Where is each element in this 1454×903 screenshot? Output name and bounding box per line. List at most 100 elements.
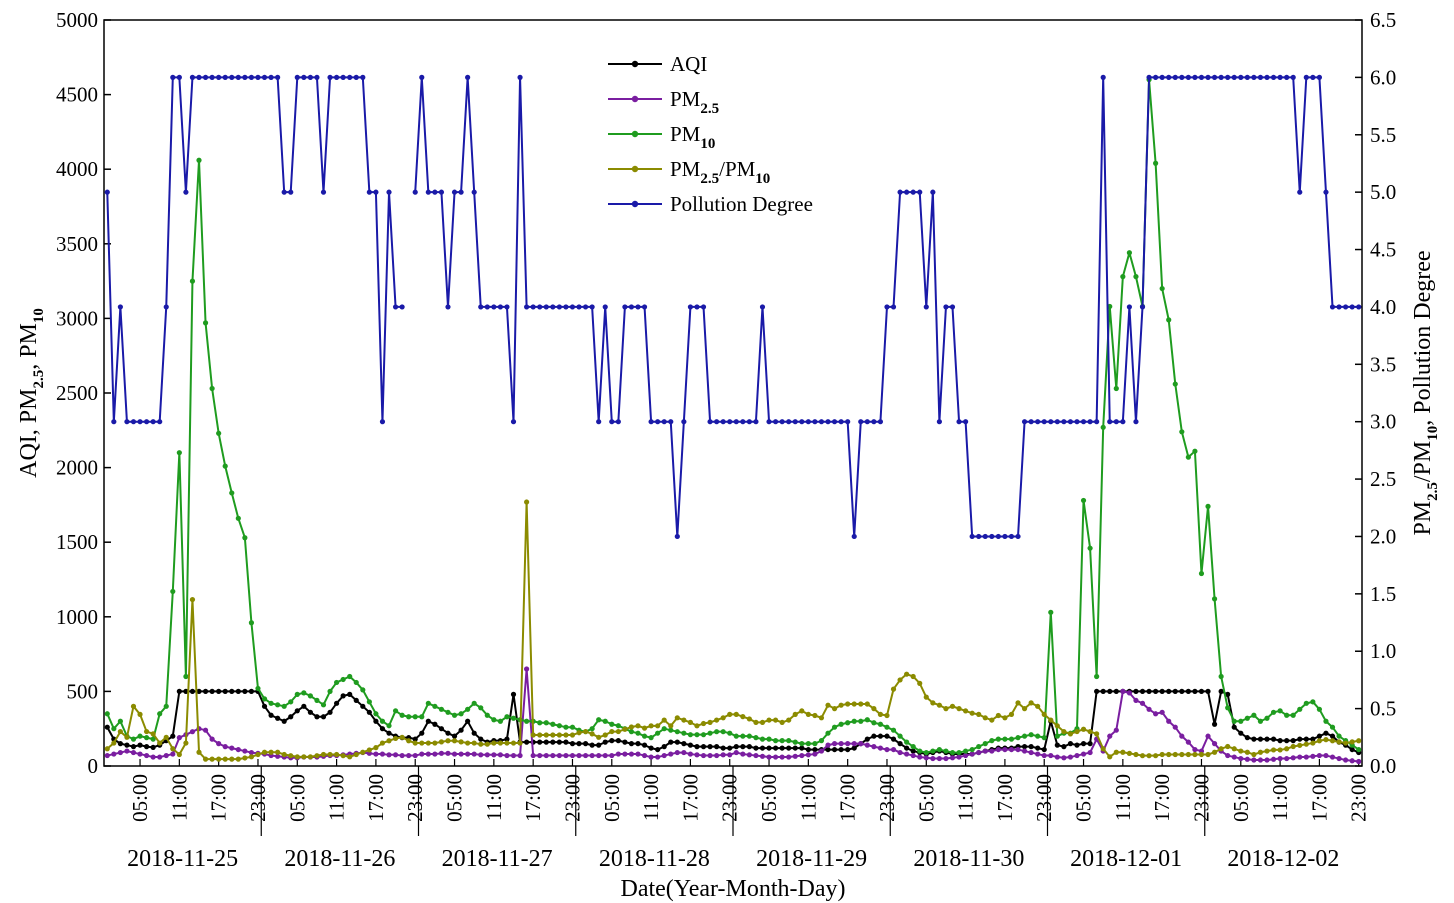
right-tick-label: 3.0 <box>1370 410 1396 434</box>
data-point-ratio <box>189 596 196 603</box>
data-point-aqi <box>150 744 156 750</box>
x-axis-title: Date(Year-Month-Day) <box>620 876 845 902</box>
data-point-pm10 <box>1028 732 1034 738</box>
data-point-degree <box>812 419 818 425</box>
data-point-ratio <box>609 728 615 735</box>
data-point-degree <box>799 419 805 425</box>
data-point-pm10 <box>1120 274 1126 280</box>
data-point-pm25 <box>157 754 163 760</box>
data-point-degree <box>1336 304 1342 310</box>
data-point-ratio <box>1356 738 1362 744</box>
data-point-ratio <box>301 754 307 760</box>
data-point-degree <box>320 189 327 195</box>
data-point-pm10 <box>1284 712 1290 718</box>
data-point-pm10 <box>818 738 825 744</box>
data-point-degree <box>202 74 209 80</box>
data-point-ratio <box>1061 728 1067 735</box>
data-point-pm25 <box>759 753 766 759</box>
data-point-aqi <box>871 733 877 739</box>
data-point-ratio <box>622 726 628 732</box>
data-point-pm10 <box>268 700 274 706</box>
data-point-pm25 <box>406 752 412 759</box>
data-point-degree <box>845 419 851 425</box>
data-point-degree <box>884 304 890 310</box>
data-point-ratio <box>229 756 235 762</box>
data-point-pm25 <box>419 751 425 757</box>
data-point-degree <box>825 419 831 425</box>
data-point-aqi <box>1080 741 1087 747</box>
data-point-aqi <box>812 746 818 753</box>
hour-tick-label: 23:00 <box>246 774 270 822</box>
legend-label: AQI <box>670 52 707 76</box>
data-point-ratio <box>576 730 582 736</box>
data-point-aqi <box>1061 744 1067 750</box>
data-point-aqi <box>1290 738 1296 744</box>
data-point-degree <box>831 419 838 425</box>
data-point-degree <box>340 74 346 80</box>
data-point-pm25 <box>1290 755 1296 761</box>
data-point-degree <box>1270 74 1277 80</box>
data-point-pm25 <box>917 754 923 760</box>
data-point-degree <box>982 533 988 540</box>
data-point-pm25 <box>687 751 694 757</box>
data-point-pm10 <box>890 727 897 733</box>
data-point-ratio <box>1297 742 1303 748</box>
series-line-degree <box>106 76 1359 538</box>
data-point-ratio <box>812 712 818 719</box>
data-point-pm25 <box>1133 697 1139 703</box>
data-point-pm25 <box>1153 711 1159 717</box>
data-point-pm25 <box>720 752 726 758</box>
data-point-ratio <box>1074 728 1080 735</box>
data-point-pm25 <box>910 752 916 759</box>
data-point-pm25 <box>877 745 884 751</box>
data-point-degree <box>628 304 635 310</box>
data-point-aqi <box>596 742 602 748</box>
data-point-aqi <box>229 688 235 695</box>
data-point-ratio <box>1172 751 1178 758</box>
data-point-pm25 <box>936 755 942 762</box>
data-point-pm10 <box>294 691 300 697</box>
data-point-pm10 <box>1172 381 1178 387</box>
data-point-degree <box>288 189 294 195</box>
data-point-degree <box>976 533 982 540</box>
data-point-ratio <box>510 740 517 746</box>
data-point-degree <box>910 189 916 195</box>
data-point-pm25 <box>1107 733 1113 739</box>
day-label: 2018-12-01 <box>1070 846 1182 872</box>
data-point-pm10 <box>602 718 608 724</box>
data-point-ratio <box>648 723 654 729</box>
data-point-aqi <box>281 718 287 724</box>
data-point-pm25 <box>1179 733 1185 739</box>
data-point-ratio <box>1008 711 1015 717</box>
data-point-ratio <box>1211 749 1218 755</box>
right-tick-label: 3.5 <box>1370 352 1396 376</box>
data-point-pm25 <box>615 751 621 757</box>
data-point-degree <box>720 419 726 425</box>
data-point-degree <box>143 419 150 425</box>
data-point-ratio <box>661 717 667 723</box>
data-point-pm25 <box>628 751 635 757</box>
data-point-pm25 <box>825 742 831 748</box>
data-point-degree <box>897 189 903 195</box>
data-point-ratio <box>1343 740 1349 746</box>
data-point-aqi <box>478 736 484 742</box>
data-point-pm25 <box>1244 756 1250 762</box>
data-point-aqi <box>288 714 294 720</box>
data-point-pm10 <box>1225 705 1231 711</box>
hour-tick-label: 17:00 <box>993 774 1017 822</box>
data-point-aqi <box>1185 688 1191 695</box>
data-point-aqi <box>1238 730 1244 736</box>
right-tick-label: 5.0 <box>1370 180 1396 204</box>
legend-label: PM2.5/PM10 <box>670 157 770 187</box>
legend-swatch-marker <box>631 200 639 208</box>
data-point-pm10 <box>150 736 156 742</box>
data-point-pm25 <box>478 752 484 758</box>
data-point-pm25 <box>130 749 137 756</box>
data-point-pm25 <box>772 754 779 760</box>
data-point-aqi <box>1323 730 1329 736</box>
data-point-aqi <box>1225 691 1231 697</box>
data-point-pm10 <box>1035 733 1041 739</box>
data-point-pm10 <box>288 699 294 705</box>
data-point-pm10 <box>255 685 261 692</box>
data-point-degree <box>386 189 392 195</box>
